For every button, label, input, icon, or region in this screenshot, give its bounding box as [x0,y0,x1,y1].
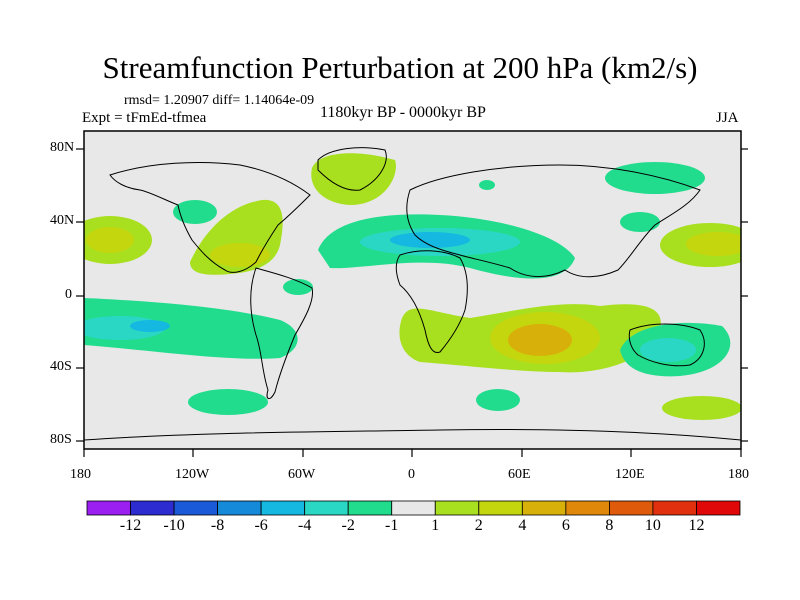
period-label: 1180kyr BP - 0000kyr BP [320,104,486,121]
lat-label: 40N [50,213,75,228]
colorbar-box [304,500,349,516]
colorbar-box [260,500,306,516]
colorbar-box [217,500,262,516]
contour-pos-america-core [210,243,270,267]
colorbar-label: 6 [561,517,570,534]
colorbar-label: -10 [163,517,185,534]
colorbar-label: 2 [474,517,483,534]
season-label: JJA [716,110,739,126]
contour-neg-spacific [84,298,298,359]
colorbar-label: 1 [431,517,440,534]
contour-neg-australia-core [640,338,696,362]
colorbar-label: -8 [210,517,225,534]
lon-label: 60W [288,467,316,482]
contour-pos-indian-core [508,324,572,356]
lon-label: 0 [408,467,415,482]
contour-fields [84,153,741,420]
colorbar-label: 4 [518,517,527,534]
colorbar-box [391,500,436,516]
lat-label: 0 [65,287,72,302]
colorbar-box [86,500,131,516]
contour-neg-japan [620,212,660,232]
contour-pos-npacific-core [86,227,134,253]
colorbar-box [521,500,567,516]
contour-neg-eurasia-min [390,232,470,248]
colorbar-box [173,500,218,516]
lon-label: 120E [615,467,645,482]
contour-pos-greenland [311,153,396,205]
experiment-label: Expt = tFmEd-tfmea [82,110,207,126]
colorbar-box [565,500,610,516]
colorbar-box [696,500,741,516]
colorbar-label: -12 [119,517,142,534]
stats-text: rmsd= 1.20907 diff= 1.14064e-09 [124,93,315,108]
contour-neg-southern-1 [188,389,268,415]
axis-ticks [76,148,748,457]
colorbar-label: -2 [341,517,355,534]
coastlines [84,147,741,441]
contour-neg-alaska [173,200,217,224]
lat-label: 80S [50,432,72,447]
colorbar-label: 12 [688,517,705,534]
contour-pos-southern [662,396,741,420]
colorbar-label: -1 [385,517,399,534]
colorbar-label: 8 [605,517,614,534]
colorbar-label: -4 [297,517,312,534]
colorbar-label: 10 [644,517,661,534]
map-title: Streamfunction Perturbation at 200 hPa (… [102,50,698,85]
contour-neg-spacific-min [130,320,170,332]
colorbar-label: -6 [254,517,268,534]
contour-neg-small-1 [479,180,495,190]
contour-neg-southern-2 [476,389,520,411]
colorbar-box [478,500,523,516]
colorbar-box [434,500,480,516]
colorbar-box [347,500,393,516]
lon-label: 120W [175,467,210,482]
lon-label: 180 [70,467,91,482]
lat-label: 80N [50,140,75,155]
contour-pos-nwpacific-core [686,232,741,256]
contour-neg-siberia [605,162,705,194]
lon-label: 60E [508,467,531,482]
colorbar [86,500,741,516]
lat-label: 40S [50,359,72,374]
colorbar-box [130,500,175,516]
contour-neg-small-2 [283,279,313,295]
lon-label: 180 [728,467,749,482]
colorbar-box [609,500,654,516]
colorbar-box [652,500,697,516]
